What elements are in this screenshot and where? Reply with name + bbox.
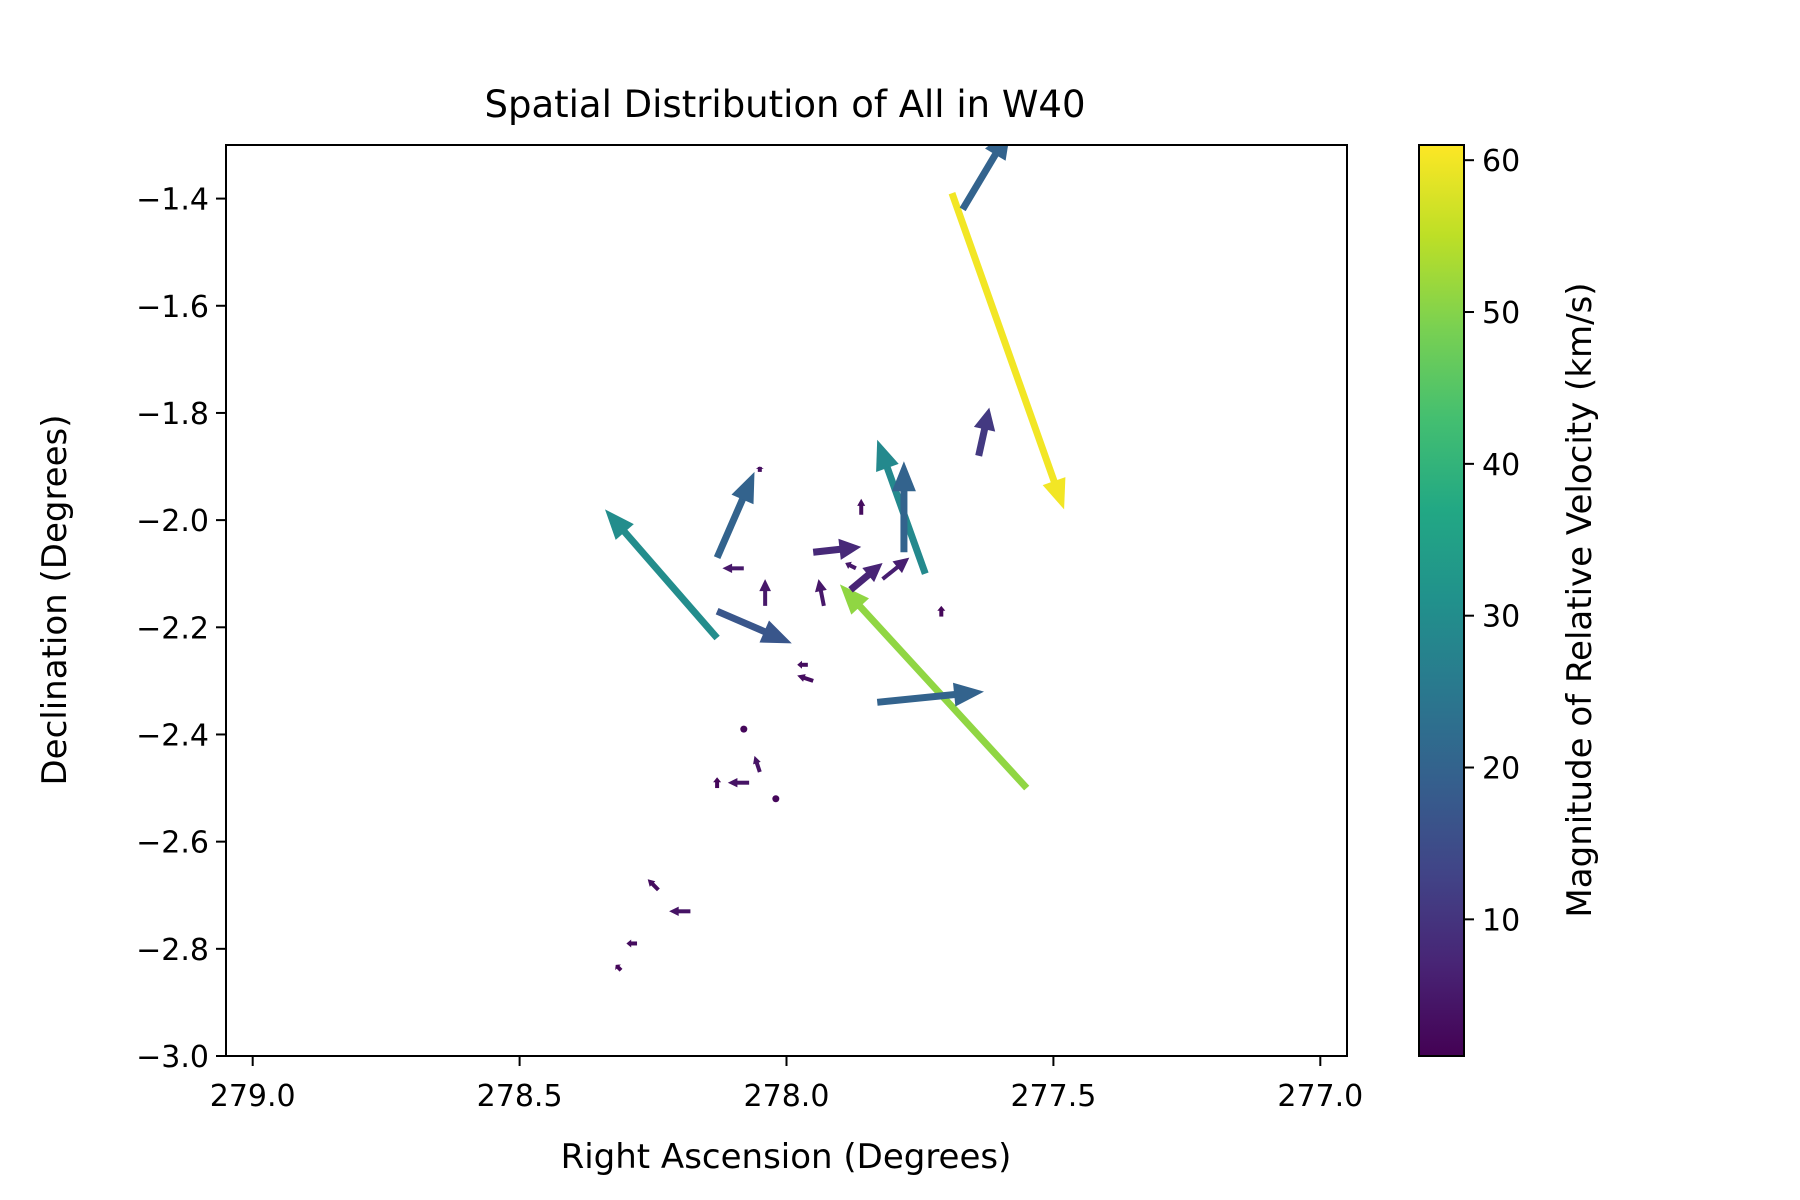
vector-arrow-27: [647, 879, 660, 892]
x-tick-label: 278.5: [477, 1079, 563, 1114]
vector-arrow-18: [857, 498, 866, 515]
y-tick-label: −3.0: [136, 1040, 209, 1075]
colorbar-tick-label: 50: [1482, 296, 1520, 331]
plot-frame: [225, 144, 1348, 1057]
x-axis-ticks: 279.0 278.5 278.0 277.5 277.0: [210, 1056, 1363, 1114]
x-tick-label: 277.5: [1010, 1079, 1096, 1114]
vector-arrow-15: [815, 579, 827, 607]
vector-arrow-11: [848, 563, 883, 593]
vector-arrow-2: [605, 509, 720, 641]
vector-arrow-8: [715, 608, 792, 644]
colorbar-tick-label: 20: [1482, 752, 1520, 787]
vector-arrow-1: [839, 584, 1030, 791]
y-tick-label: −2.0: [136, 504, 209, 539]
vector-arrow-4: [959, 145, 1009, 212]
vector-arrow-25: [727, 778, 750, 788]
y-tick-label: −1.4: [136, 183, 209, 218]
colorbar-ticks: 10 20 30 40 50 60: [1464, 144, 1520, 938]
chart-title: Spatial Distribution of All in W40: [485, 83, 1086, 126]
vector-arrow-21: [797, 674, 814, 683]
vector-arrow-5: [713, 471, 755, 560]
vector-arrow-9: [973, 407, 996, 457]
y-tick-label: −2.6: [136, 826, 209, 861]
colorbar-tick-label: 10: [1482, 903, 1520, 938]
x-axis-label: Right Ascension (Degrees): [561, 1137, 1012, 1177]
vector-arrow-23: [753, 755, 762, 773]
vector-arrow-10: [812, 538, 862, 560]
vector-arrow-12: [881, 557, 910, 581]
vector-arrow-14: [722, 563, 744, 573]
vector-arrow-24: [713, 777, 722, 789]
y-tick-label: −2.2: [136, 611, 209, 646]
colorbar-label: Magnitude of Relative Velocity (km/s): [1560, 282, 1600, 917]
y-tick-label: −1.8: [136, 397, 209, 432]
colorbar-tick-label: 30: [1482, 600, 1520, 635]
vector-arrow-17: [755, 466, 764, 472]
vector-arrow-29: [626, 939, 638, 948]
x-tick-label: 277.0: [1277, 1079, 1363, 1114]
vector-arrow-28: [669, 906, 691, 916]
colorbar-tick-label: 60: [1482, 144, 1520, 179]
vector-arrow-0: [948, 192, 1066, 510]
vector-arrows: [605, 145, 1066, 972]
vector-arrow-19: [937, 605, 946, 617]
colorbar: [1418, 144, 1465, 1057]
vector-arrow-13: [845, 561, 857, 571]
vector-arrow-30: [615, 964, 623, 972]
y-axis-label: Declination (Degrees): [35, 415, 75, 786]
vector-arrow-7: [876, 682, 984, 707]
vector-arrow-26: [772, 795, 780, 803]
y-tick-label: −1.6: [136, 290, 209, 325]
y-tick-label: −2.8: [136, 933, 209, 968]
x-tick-label: 278.0: [744, 1079, 830, 1114]
vector-arrow-20: [797, 660, 808, 669]
colorbar-tick-label: 40: [1482, 448, 1520, 483]
y-axis-ticks: −3.0 −2.8 −2.6 −2.4 −2.2 −2.0 −1.8 −1.6 −1.4: [136, 183, 226, 1075]
vector-arrow-6: [891, 461, 916, 553]
vector-arrow-22: [740, 725, 748, 733]
x-tick-label: 279.0: [210, 1079, 296, 1114]
vector-arrow-16: [759, 579, 771, 606]
y-tick-label: −2.4: [136, 718, 209, 753]
